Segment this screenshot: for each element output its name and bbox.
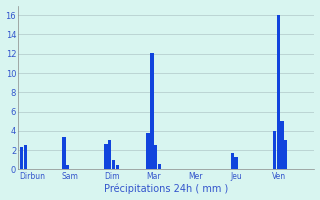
Bar [104,144,108,169]
Bar [66,165,69,169]
Bar [276,15,280,169]
Bar [24,145,27,169]
Bar [235,157,238,169]
Bar [20,147,23,169]
Bar [150,53,154,169]
Bar [147,133,150,169]
X-axis label: Précipitations 24h ( mm ): Précipitations 24h ( mm ) [104,184,228,194]
Bar [273,131,276,169]
Bar [108,140,111,169]
Bar [62,137,66,169]
Bar [116,165,119,169]
Bar [280,121,284,169]
Bar [154,145,157,169]
Bar [158,164,161,169]
Bar [112,160,115,169]
Bar [284,140,287,169]
Bar [231,153,234,169]
